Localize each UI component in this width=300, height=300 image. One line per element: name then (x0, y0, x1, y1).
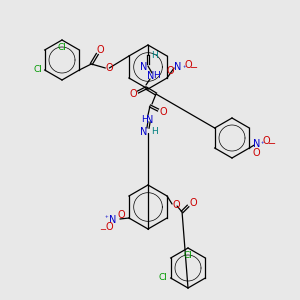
Text: N: N (146, 115, 154, 125)
Text: N: N (174, 62, 182, 72)
Text: N: N (140, 127, 148, 137)
Text: Cl: Cl (184, 251, 192, 260)
Text: ⁺: ⁺ (105, 216, 109, 222)
Text: O: O (159, 107, 167, 117)
Text: O: O (189, 198, 197, 208)
Text: O: O (105, 222, 113, 232)
Text: H: H (152, 127, 158, 136)
Text: O: O (106, 63, 113, 73)
Text: Cl: Cl (33, 65, 42, 74)
Text: N: N (109, 215, 117, 225)
Text: O: O (97, 45, 104, 55)
Text: −: − (99, 226, 106, 235)
Text: O: O (253, 148, 260, 158)
Text: O: O (184, 60, 192, 70)
Text: ⁺: ⁺ (182, 66, 186, 72)
Text: O: O (129, 89, 137, 99)
Text: Cl: Cl (158, 274, 167, 283)
Text: O: O (172, 200, 180, 210)
Text: N: N (140, 62, 148, 72)
Text: Cl: Cl (58, 44, 66, 52)
Text: O: O (117, 210, 125, 220)
Text: H: H (154, 71, 160, 80)
Text: N: N (147, 71, 155, 81)
Text: −: − (268, 139, 276, 149)
Text: −: − (190, 63, 198, 73)
Text: N: N (253, 139, 260, 149)
Text: H: H (152, 50, 158, 59)
Text: H: H (141, 116, 147, 124)
Text: ⁺: ⁺ (260, 142, 264, 148)
Text: O: O (262, 136, 270, 146)
Text: O: O (166, 66, 174, 76)
